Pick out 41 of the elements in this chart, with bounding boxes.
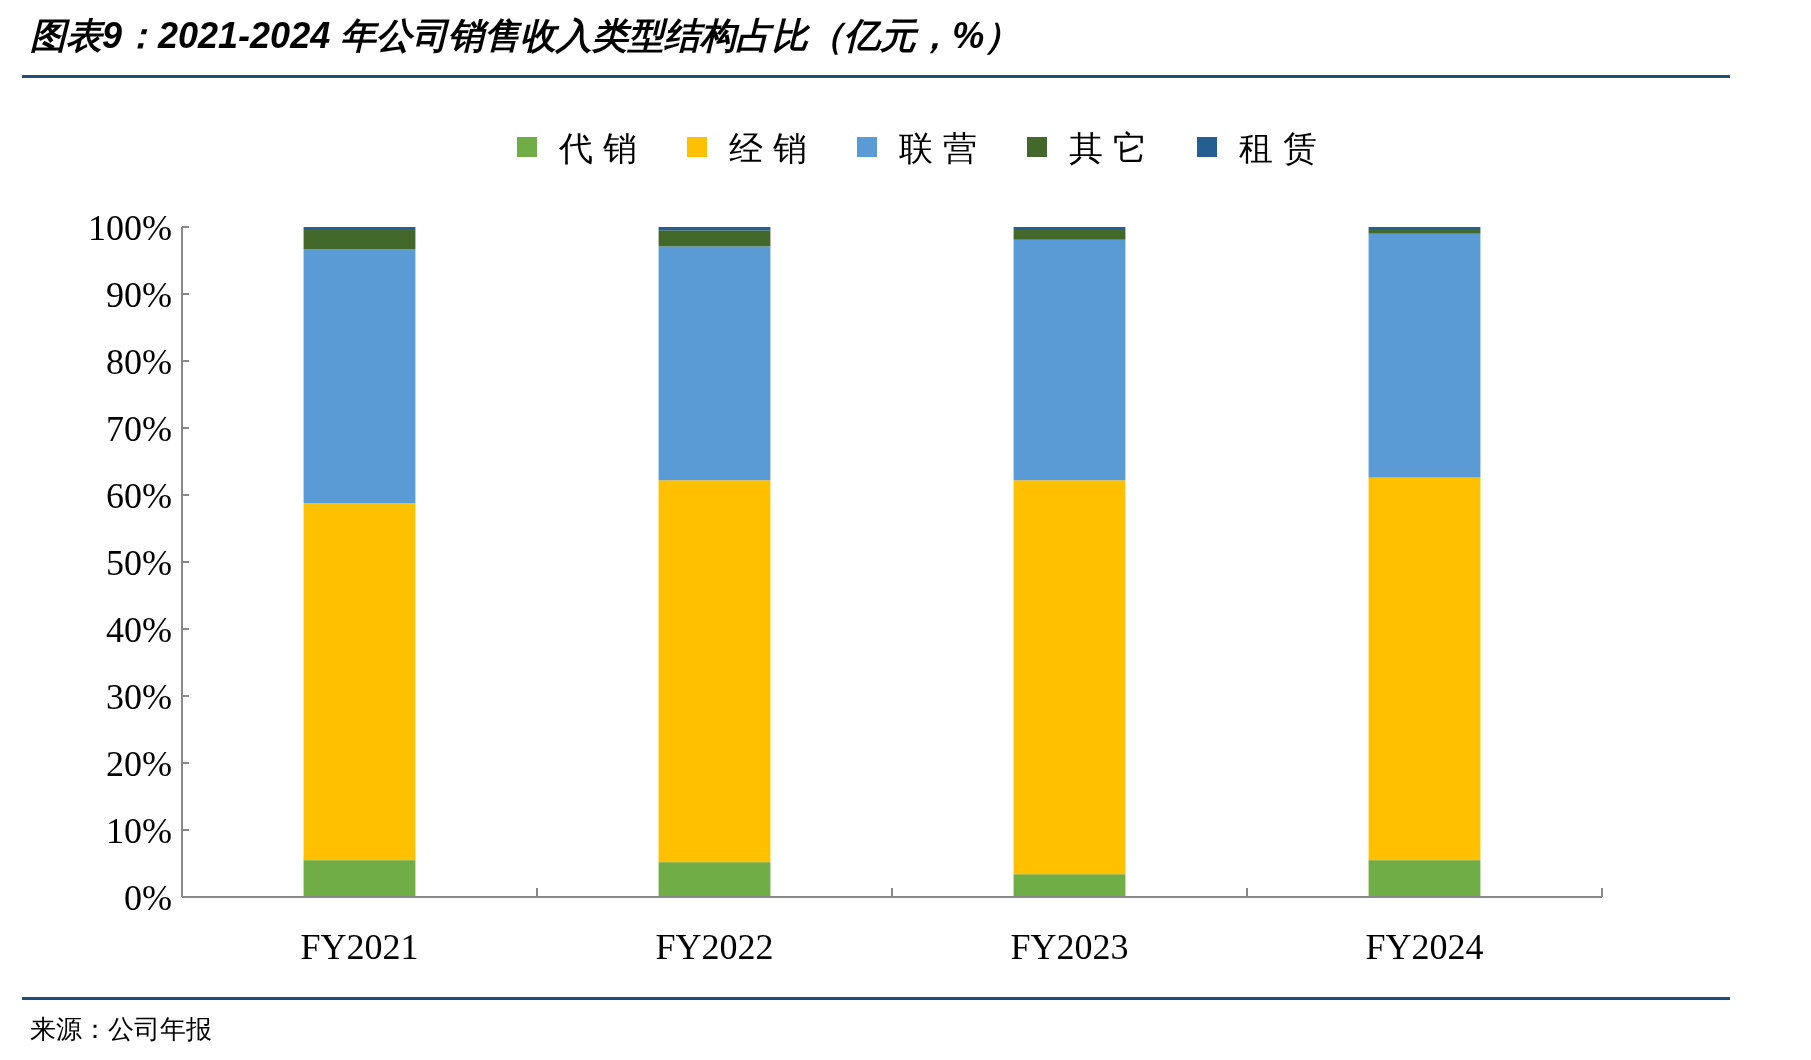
legend-label: 其它 xyxy=(1069,128,1157,167)
bar xyxy=(1013,239,1126,481)
bar xyxy=(1013,480,1126,875)
bar xyxy=(1368,477,1481,861)
y-tick-label: 20% xyxy=(106,743,172,784)
chart-title: 图表9：2021-2024 年公司销售收入类型结构占比（亿元，%） xyxy=(30,15,1021,56)
bar xyxy=(303,227,416,230)
legend-label: 联营 xyxy=(899,128,987,167)
y-tick-label: 90% xyxy=(106,274,172,315)
bar xyxy=(1368,229,1481,234)
bar xyxy=(658,862,771,897)
bar xyxy=(303,229,416,250)
bar xyxy=(1368,860,1481,897)
y-tick-label: 60% xyxy=(106,475,172,516)
bar xyxy=(303,860,416,897)
x-tick-label: FY2024 xyxy=(1365,927,1484,967)
y-tick-label: 80% xyxy=(106,341,172,382)
bar xyxy=(1013,227,1126,230)
y-tick-label: 100% xyxy=(88,207,172,248)
legend-label: 租赁 xyxy=(1239,128,1327,167)
bar xyxy=(1368,233,1481,478)
bar xyxy=(1368,227,1481,230)
x-tick-label: FY2022 xyxy=(655,927,774,967)
bar xyxy=(1013,874,1126,897)
y-tick-label: 50% xyxy=(106,542,172,583)
bar xyxy=(658,480,771,863)
legend-label: 经销 xyxy=(729,128,817,167)
y-tick-label: 10% xyxy=(106,810,172,851)
bar xyxy=(1013,229,1126,240)
y-tick-label: 40% xyxy=(106,609,172,650)
x-tick-label: FY2023 xyxy=(1010,927,1129,967)
y-tick-label: 30% xyxy=(106,676,172,717)
bar xyxy=(658,246,771,481)
y-tick-label: 70% xyxy=(106,408,172,449)
x-tick-label: FY2021 xyxy=(300,927,419,967)
bar xyxy=(303,503,416,861)
bar xyxy=(303,249,416,504)
bar xyxy=(658,230,771,247)
source-note: 来源：公司年报 xyxy=(30,1014,212,1044)
legend-label: 代销 xyxy=(558,128,647,167)
y-tick-label: 0% xyxy=(124,877,172,918)
